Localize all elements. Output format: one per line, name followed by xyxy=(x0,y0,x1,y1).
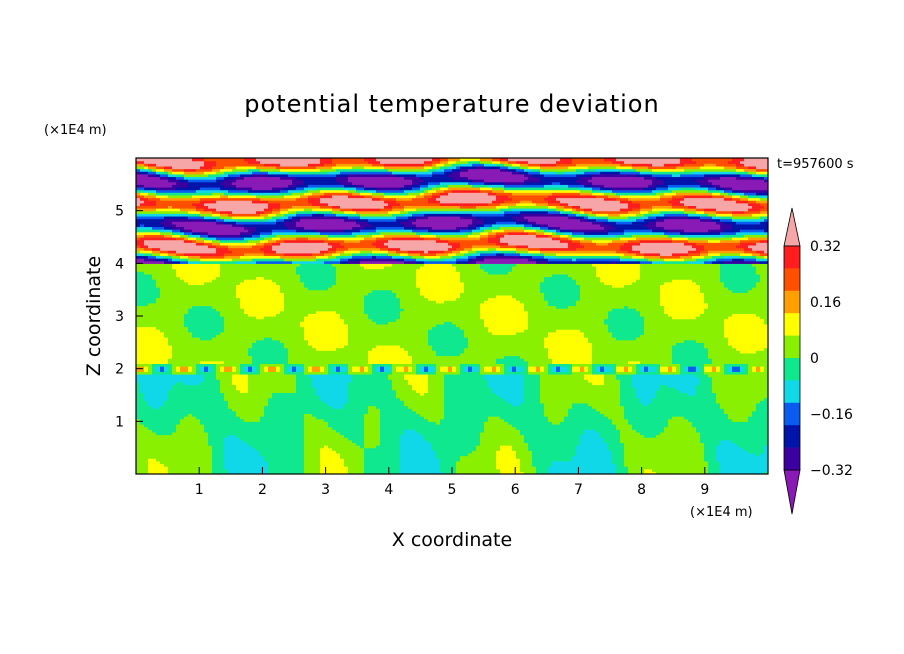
colorbar-segment xyxy=(784,402,800,426)
y-tick-label: 5 xyxy=(115,204,124,220)
y-tick-label: 4 xyxy=(115,256,124,272)
x-axis-label: X coordinate xyxy=(392,529,512,551)
x-tick-label: 8 xyxy=(637,482,646,498)
plot-area: 1 2 3 4 5 6 7 8 9 1 2 3 4 5 xyxy=(115,157,769,498)
contour-field xyxy=(136,158,768,474)
x-unit-label: (×1E4 m) xyxy=(690,505,753,520)
x-tick-label: 1 xyxy=(195,482,204,498)
x-tick-label: 4 xyxy=(384,482,393,498)
colorbar-segment xyxy=(784,246,800,269)
x-tick-label: 7 xyxy=(574,482,583,498)
y-tick-label: 2 xyxy=(115,362,124,378)
time-label: t=957600 s xyxy=(777,157,854,172)
colorbar-segment xyxy=(784,380,800,404)
colorbar: 0.32 0.16 0 −0.16 −0.32 xyxy=(783,207,853,515)
x-tick-label: 9 xyxy=(700,482,709,498)
colorbar-tick-label: 0.16 xyxy=(810,295,841,311)
y-tick-label: 1 xyxy=(115,414,124,430)
x-tick-label: 2 xyxy=(258,482,267,498)
colorbar-segment xyxy=(784,290,800,314)
colorbar-segment xyxy=(784,268,800,292)
x-tick-label: 3 xyxy=(321,482,330,498)
colorbar-tick-label: 0 xyxy=(810,351,819,367)
colorbar-segment xyxy=(784,447,800,471)
colorbar-top-arrow xyxy=(783,207,801,247)
x-tick-label: 6 xyxy=(511,482,520,498)
colorbar-tick-label: −0.32 xyxy=(810,463,853,479)
y-axis-label: Z coordinate xyxy=(83,256,105,376)
colorbar-tick-label: 0.32 xyxy=(810,239,841,255)
x-tick-label: 5 xyxy=(448,482,457,498)
colorbar-segment xyxy=(784,335,800,359)
colorbar-segment xyxy=(784,425,800,448)
x-axis-ticks: 1 2 3 4 5 6 7 8 9 xyxy=(195,467,709,498)
y-tick-label: 3 xyxy=(115,309,124,325)
y-unit-label: (×1E4 m) xyxy=(44,123,107,138)
colorbar-bottom-arrow xyxy=(783,469,801,515)
colorbar-tick-label: −0.16 xyxy=(810,407,853,423)
chart-title: potential temperature deviation xyxy=(244,90,659,118)
colorbar-frame xyxy=(783,245,801,471)
colorbar-segment xyxy=(784,358,800,381)
colorbar-segment xyxy=(784,313,800,336)
y-axis-ticks: 1 2 3 4 5 xyxy=(115,204,143,430)
